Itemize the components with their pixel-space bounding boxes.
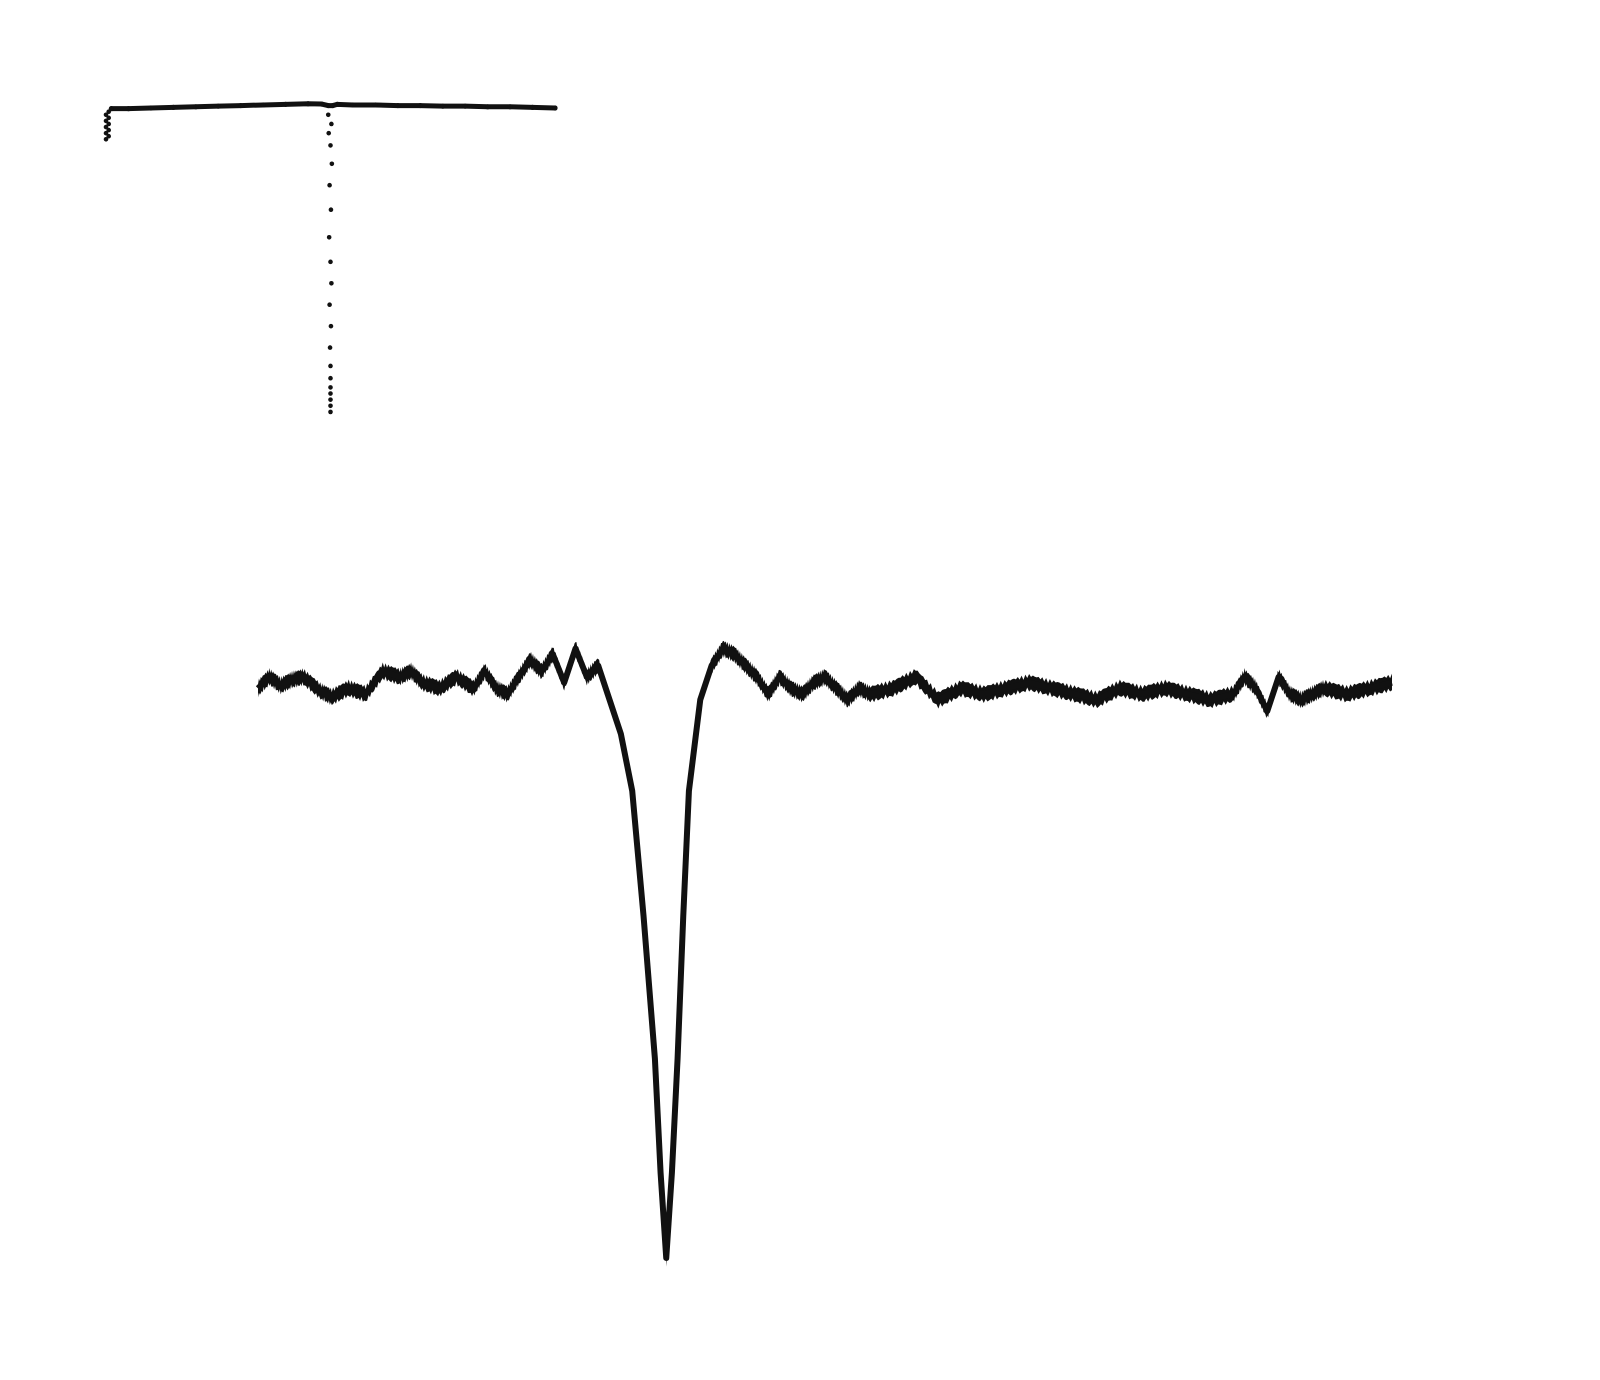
scatter-point bbox=[552, 105, 558, 111]
line-panel bbox=[255, 640, 1393, 1267]
scatter-point bbox=[440, 103, 446, 109]
scatter-point bbox=[329, 161, 335, 167]
scatter-point bbox=[103, 130, 109, 136]
scatter-point bbox=[328, 363, 333, 369]
scatter-point bbox=[328, 259, 333, 265]
scatter-point bbox=[106, 115, 111, 121]
scatter-point bbox=[485, 104, 491, 110]
scatter-point bbox=[328, 391, 333, 396]
scatter-point bbox=[462, 103, 468, 109]
scatter-point bbox=[148, 105, 154, 111]
scatter-point bbox=[103, 124, 109, 130]
scatter-point bbox=[329, 121, 334, 127]
scatter-point bbox=[283, 101, 289, 107]
scatter-point bbox=[328, 397, 333, 402]
scatter-point bbox=[350, 102, 356, 108]
scatter-point bbox=[327, 345, 333, 350]
scatter-point bbox=[330, 102, 336, 109]
scatter-point bbox=[507, 104, 513, 110]
scatter-point bbox=[238, 102, 244, 109]
scatter-point bbox=[372, 102, 378, 108]
scatter-point bbox=[215, 103, 221, 109]
scatter-point bbox=[329, 280, 334, 286]
scatter-point bbox=[193, 104, 199, 110]
scatter-point bbox=[326, 130, 332, 136]
scatter-point bbox=[318, 101, 325, 107]
scatter-point bbox=[529, 104, 536, 111]
scatter-point bbox=[328, 207, 334, 213]
scatter-point bbox=[334, 101, 340, 107]
scatter-point bbox=[325, 102, 331, 109]
scatter-point bbox=[417, 102, 423, 109]
scatter-panel bbox=[103, 101, 558, 415]
series-line bbox=[255, 645, 1393, 1261]
scatter-point bbox=[328, 143, 333, 148]
scatter-point bbox=[106, 121, 111, 127]
scatter-point bbox=[327, 302, 332, 308]
scatter-point bbox=[327, 182, 332, 188]
scatter-point bbox=[328, 375, 333, 381]
line-envelope bbox=[258, 640, 1392, 1267]
scatter-point bbox=[260, 102, 266, 108]
scatter-point bbox=[125, 106, 132, 112]
scatter-point bbox=[108, 106, 114, 112]
scatter-point bbox=[103, 136, 109, 142]
scatter-point bbox=[325, 112, 331, 118]
scatter-point bbox=[328, 409, 333, 415]
scatter-point bbox=[328, 385, 333, 390]
scatter-point bbox=[395, 102, 401, 109]
scatter-point bbox=[106, 133, 111, 139]
scatter-point bbox=[305, 101, 311, 107]
scatter-point bbox=[106, 127, 111, 133]
scatter-point bbox=[326, 235, 332, 240]
scatter-point bbox=[328, 323, 334, 329]
scatter-point bbox=[170, 104, 176, 111]
scatter-point bbox=[103, 118, 109, 124]
scatter-point bbox=[103, 112, 109, 118]
scatter-point bbox=[328, 403, 333, 409]
